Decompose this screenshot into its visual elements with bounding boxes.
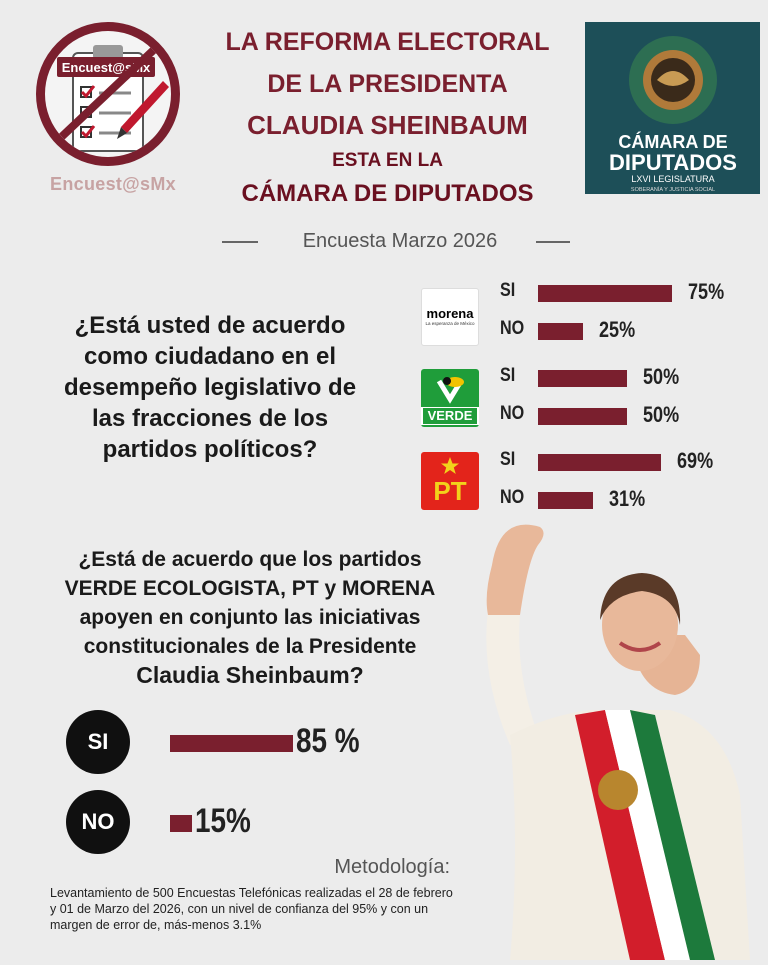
data-label: 50% bbox=[643, 402, 680, 427]
joint-support-chart: SI 85 % NO 15% bbox=[0, 700, 470, 860]
title-line-3: CLAUDIA SHEINBAUM bbox=[247, 110, 528, 140]
question-1-line: las fracciones de los bbox=[91, 405, 329, 432]
option-label: NO bbox=[500, 487, 525, 508]
party-approval-chart: SI 75% NO 25% SI 50% NO 50% SI 69% NO 31% bbox=[500, 279, 724, 511]
bar-verde-no bbox=[538, 408, 627, 425]
president-figure-illustration bbox=[486, 524, 750, 960]
star-icon bbox=[441, 457, 459, 474]
bar-morena-no bbox=[538, 323, 583, 340]
bar-pt-no bbox=[538, 492, 594, 509]
question-2-line: ¿Está de acuerdo que los partidos bbox=[78, 548, 422, 571]
morena-logo-text: morena bbox=[426, 306, 474, 321]
data-label: 15% bbox=[194, 802, 251, 840]
svg-text:SOBERANÍA Y JUSTICIA SOCIAL: SOBERANÍA Y JUSTICIA SOCIAL bbox=[631, 186, 715, 193]
camara-diputados-logo: CÁMARA DE DIPUTADOS LXVI LEGISLATURA SOB… bbox=[585, 22, 760, 194]
clipboard-icon: Encuest@sMx bbox=[52, 40, 169, 152]
title-line-1: LA REFORMA ELECTORAL bbox=[225, 28, 550, 56]
logo-caption: Encuest@sMx bbox=[50, 174, 176, 194]
methodology-title: Metodología: bbox=[334, 856, 450, 878]
bar-joint-no bbox=[170, 815, 192, 832]
title-line-5: CÁMARA DE DIPUTADOS bbox=[241, 180, 534, 207]
toucan-icon bbox=[436, 377, 464, 404]
verde-logo: VERDE bbox=[421, 369, 479, 427]
question-1-line: como ciudadano en el bbox=[83, 343, 337, 370]
camara-emblem-icon: CÁMARA DE DIPUTADOS LXVI LEGISLATURA SOB… bbox=[609, 36, 737, 193]
option-label: NO bbox=[500, 403, 525, 424]
methodology-text: Levantamiento de 500 Encuestas Telefónic… bbox=[50, 886, 453, 932]
option-label: SI bbox=[500, 365, 516, 386]
question-2-line: apoyen en conjunto las iniciativas bbox=[79, 606, 421, 629]
option-disc-no: NO bbox=[66, 790, 130, 854]
pt-logo-text: PT bbox=[433, 476, 467, 506]
bar-pt-si bbox=[538, 454, 661, 471]
svg-text:DIPUTADOS: DIPUTADOS bbox=[609, 150, 737, 175]
bar-morena-si bbox=[538, 285, 672, 302]
question-2-line: VERDE ECOLOGISTA, PT y MORENA bbox=[64, 577, 436, 600]
question-1-line: partidos políticos? bbox=[102, 436, 318, 463]
divider-left bbox=[222, 241, 258, 243]
morena-logo: morena La esperanza de México bbox=[421, 288, 479, 346]
divider-right bbox=[536, 241, 570, 243]
title-line-2: DE LA PRESIDENTA bbox=[267, 70, 508, 98]
encuestas-logo: Encuest@sMx bbox=[36, 22, 180, 166]
bar-verde-si bbox=[538, 370, 627, 387]
data-label: 50% bbox=[643, 364, 680, 389]
option-disc-si: SI bbox=[66, 710, 130, 774]
bar-joint-si bbox=[170, 735, 294, 752]
data-label: 31% bbox=[609, 486, 646, 511]
question-2-line: Claudia Sheinbaum? bbox=[136, 662, 364, 688]
option-label: NO bbox=[500, 318, 525, 339]
question-1-line: desempeño legislativo de bbox=[63, 374, 357, 401]
question-1-line: ¿Está usted de acuerdo bbox=[74, 312, 346, 339]
data-label: 75% bbox=[687, 279, 724, 304]
svg-text:CÁMARA DE: CÁMARA DE bbox=[618, 131, 727, 152]
option-label: SI bbox=[500, 280, 516, 301]
data-label: 25% bbox=[598, 317, 635, 342]
survey-date: Encuesta Marzo 2026 bbox=[302, 230, 498, 252]
title-line-4: ESTA EN LA bbox=[332, 150, 443, 171]
pt-logo: PT bbox=[421, 452, 479, 510]
verde-logo-text: VERDE bbox=[423, 408, 477, 424]
data-label: 69% bbox=[676, 448, 713, 473]
morena-tagline: La esperanza de México bbox=[425, 321, 475, 326]
president-photo bbox=[470, 515, 768, 960]
question-1: ¿Está usted de acuerdo como ciudadano en… bbox=[30, 310, 390, 465]
question-2-line: constitucionales de la Presidente bbox=[83, 635, 417, 658]
option-label: SI bbox=[500, 449, 516, 470]
data-label: 85 % bbox=[296, 722, 360, 760]
svg-text:LXVI LEGISLATURA: LXVI LEGISLATURA bbox=[631, 174, 714, 184]
question-2: ¿Está de acuerdo que los partidos VERDE … bbox=[40, 545, 460, 690]
